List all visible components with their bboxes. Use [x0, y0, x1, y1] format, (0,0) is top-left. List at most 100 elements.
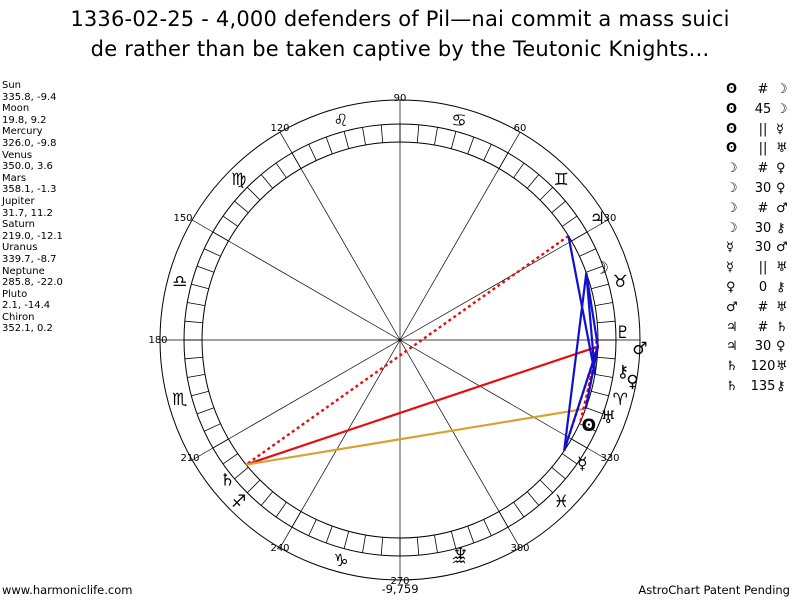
aspect-row: ♃ # ♄ [726, 318, 796, 338]
mercury-icon: ☿ [577, 454, 587, 474]
aspect-symbol: || [758, 141, 768, 157]
aspect-planet-glyph: ʘ [726, 82, 738, 97]
house-spoke [228, 339, 401, 440]
degree-label-30: 30 [604, 213, 617, 224]
aspect-line [245, 407, 586, 466]
degree-tick [513, 162, 525, 179]
degree-tick [594, 373, 613, 378]
degree-tick [380, 537, 384, 556]
degree-label-180: 180 [148, 335, 167, 346]
degree-tick [433, 127, 438, 146]
degree-tick [204, 423, 221, 432]
house-cusp-tick [191, 219, 229, 242]
scorpio-icon: ♏ [172, 390, 187, 410]
aspect-lines [245, 234, 600, 466]
aspect-row: ♃ 30 ♀ [726, 337, 796, 357]
aspect-planet-glyph: ☿ [726, 260, 734, 276]
aspect-symbol: 30 [754, 240, 772, 256]
degree-tick [483, 519, 492, 536]
degree-tick [450, 131, 457, 149]
degree-tick [191, 390, 209, 397]
degree-tick [222, 453, 239, 465]
footer-number: -9,759 [381, 582, 419, 596]
aspect-planet-glyph: ☿ [726, 240, 734, 256]
pisces-icon: ♓ [554, 492, 569, 512]
aspect-planet-glyph: ☿ [776, 121, 784, 137]
degree-tick [222, 215, 239, 227]
aspect-planet-glyph: ♀ [776, 180, 786, 196]
planet-name-uranus: Uranus [2, 242, 38, 254]
aries-icon: ♈ [613, 390, 628, 410]
aspect-planet-glyph: ʘ [726, 141, 738, 157]
degree-tick [260, 174, 274, 189]
aspect-planet-glyph: ♂ [776, 200, 788, 216]
planet-name-chiron: Chiron [2, 311, 35, 323]
capricorn-icon: ♑ [333, 551, 348, 571]
aspect-row: ʘ 45 ☽ [726, 100, 796, 120]
virgo-icon: ♍ [231, 170, 246, 190]
degree-label-240: 240 [270, 543, 289, 554]
degree-tick [343, 531, 350, 549]
aspect-line [245, 345, 599, 466]
degree-tick [483, 144, 492, 161]
aspect-line [563, 272, 588, 451]
aspect-line [563, 346, 599, 452]
degree-tick [591, 390, 609, 397]
degree-tick [539, 186, 554, 201]
aspect-symbol: # [757, 319, 769, 335]
degree-labels: 90 60 30 330 300 270 240 210 180 150 120 [148, 93, 619, 587]
planet-glyphs: ʘ ☽ ☿ ♀ ♂ ♃ ♄ ♅ ♆ ♇ ⚷ [220, 209, 648, 565]
aspect-planet-glyph: ♅ [776, 141, 788, 157]
house-spokes [160, 100, 640, 580]
degree-label-210: 210 [180, 453, 199, 464]
aspect-line [585, 272, 599, 347]
leo-icon: ♌ [333, 111, 348, 131]
aspect-planet-glyph: ♄ [776, 319, 788, 335]
aspect-symbol: 30 [754, 220, 772, 236]
degree-tick [234, 200, 249, 214]
aspect-symbol: 30 [754, 180, 772, 196]
aspect-row: ♄ 120♅ [726, 357, 796, 377]
degree-tick [513, 501, 525, 518]
libra-icon: ♎ [172, 272, 187, 292]
house-cusp-tick [191, 438, 229, 461]
planet-coords-chiron: 352.1, 0.2 [2, 323, 53, 335]
aspect-symbol: || [758, 121, 768, 137]
degree-tick [591, 283, 609, 290]
degree-tick [579, 248, 596, 257]
planet-name-pluto: Pluto [2, 288, 28, 300]
degree-tick [467, 136, 475, 155]
degree-tick [551, 466, 566, 480]
aspect-planet-glyph: ☽ [726, 161, 738, 177]
aspect-planet-glyph: ☽ [726, 220, 738, 236]
degree-tick [275, 162, 287, 179]
uranus-icon: ♅ [601, 408, 616, 428]
degree-tick [551, 200, 566, 214]
aspect-line [584, 346, 599, 409]
house-cusp-tick [279, 131, 302, 169]
moon-icon: ☽ [594, 259, 609, 279]
aspect-row: ☽ # ♀ [726, 159, 796, 179]
planet-name-sun: Sun [2, 80, 22, 91]
aspect-planet-glyph: ♄ [726, 359, 738, 375]
house-spoke [399, 339, 572, 440]
aspect-planet-glyph: ♀ [776, 339, 786, 355]
aspect-row: ♀ 0 ⚷ [726, 278, 796, 298]
chiron-icon: ⚷ [617, 362, 629, 382]
degree-tick [597, 320, 616, 324]
aspect-planet-glyph: ♅ [776, 260, 788, 276]
degree-tick [380, 124, 384, 143]
planet-name-mercury: Mercury [2, 126, 43, 138]
house-cusp-tick [571, 219, 609, 242]
house-spoke [399, 339, 500, 512]
aspect-planet-glyph: ♅ [776, 299, 788, 315]
degree-tick [579, 423, 596, 432]
aspect-planet-glyph: ♀ [726, 279, 736, 295]
aspect-planet-glyph: ☽ [776, 82, 788, 97]
degree-tick [416, 537, 420, 556]
degree-tick [526, 491, 540, 506]
degree-tick [467, 525, 475, 544]
aspect-planet-glyph: ♂ [726, 299, 738, 315]
venus-icon: ♀ [626, 372, 638, 392]
